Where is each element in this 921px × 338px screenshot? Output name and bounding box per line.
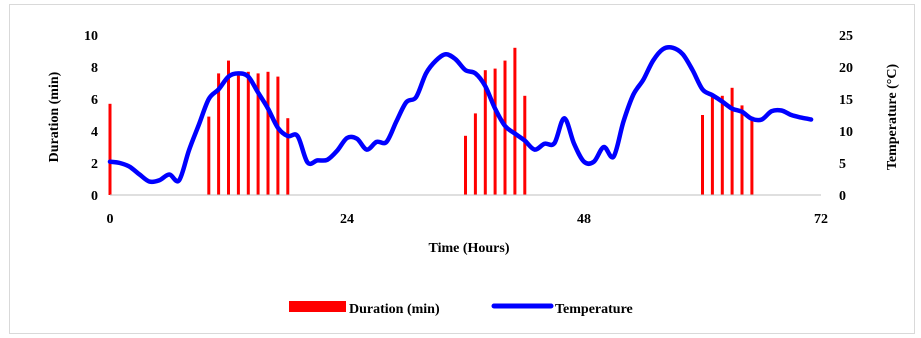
temperature-line <box>107 44 814 185</box>
duration-bar <box>750 116 754 195</box>
y-right-tick-label: 5 <box>839 157 846 172</box>
duration-bar <box>464 135 467 195</box>
x-tick-label: 0 <box>107 212 114 227</box>
y-right-tick-label: 20 <box>839 61 853 76</box>
duration-bar <box>286 118 290 195</box>
legend-temperature-label: Temperature <box>555 302 633 317</box>
y-right-tick-label: 15 <box>839 93 853 108</box>
duration-bar <box>256 73 260 195</box>
chart-frame: 0 24 48 72 0 2 4 6 8 10 0 5 10 15 20 25 Time (Hours) Du… <box>9 4 915 334</box>
x-axis-title: Time (Hours) <box>428 241 509 256</box>
duration-bar <box>227 60 230 195</box>
duration-bar <box>513 47 517 195</box>
legend-duration-swatch <box>289 301 346 312</box>
legend: Duration (min) Temperature <box>289 301 633 317</box>
duration-bar <box>720 95 724 195</box>
bars-layer <box>108 47 754 195</box>
y-right-tick-label: 25 <box>839 29 853 44</box>
x-tick-label: 72 <box>814 212 828 227</box>
duration-bar <box>276 76 280 195</box>
legend-duration-label: Duration (min) <box>349 302 440 317</box>
duration-bar <box>710 95 714 195</box>
duration-bar <box>207 116 211 195</box>
line-layer <box>107 44 814 185</box>
y-axis-right-title: Temperature (°C) <box>885 64 900 171</box>
y-left-tick-label: 0 <box>91 189 98 204</box>
duration-bar <box>108 103 112 195</box>
x-tick-label: 24 <box>340 212 354 227</box>
y-axis-left-title: Duration (min) <box>47 71 62 162</box>
duration-bar <box>246 71 250 195</box>
duration-bar <box>266 71 270 195</box>
duration-bar <box>483 70 487 195</box>
duration-bar <box>730 87 734 195</box>
y-right-tick-label: 10 <box>839 125 853 140</box>
duration-bar <box>493 68 497 195</box>
y-left-tick-label: 10 <box>84 29 98 44</box>
duration-bar <box>236 71 240 195</box>
y-left-tick-label: 8 <box>91 61 98 76</box>
duration-bar <box>701 115 704 195</box>
duration-bar <box>473 113 477 195</box>
x-tick-label: 48 <box>577 212 591 227</box>
duration-bar <box>523 95 527 195</box>
y-right-tick-label: 0 <box>839 189 846 204</box>
duration-bar <box>217 73 221 195</box>
y-left-tick-label: 4 <box>91 125 98 140</box>
y-left-tick-label: 6 <box>91 93 98 108</box>
duration-bar <box>740 105 744 195</box>
y-left-tick-label: 2 <box>91 157 98 172</box>
